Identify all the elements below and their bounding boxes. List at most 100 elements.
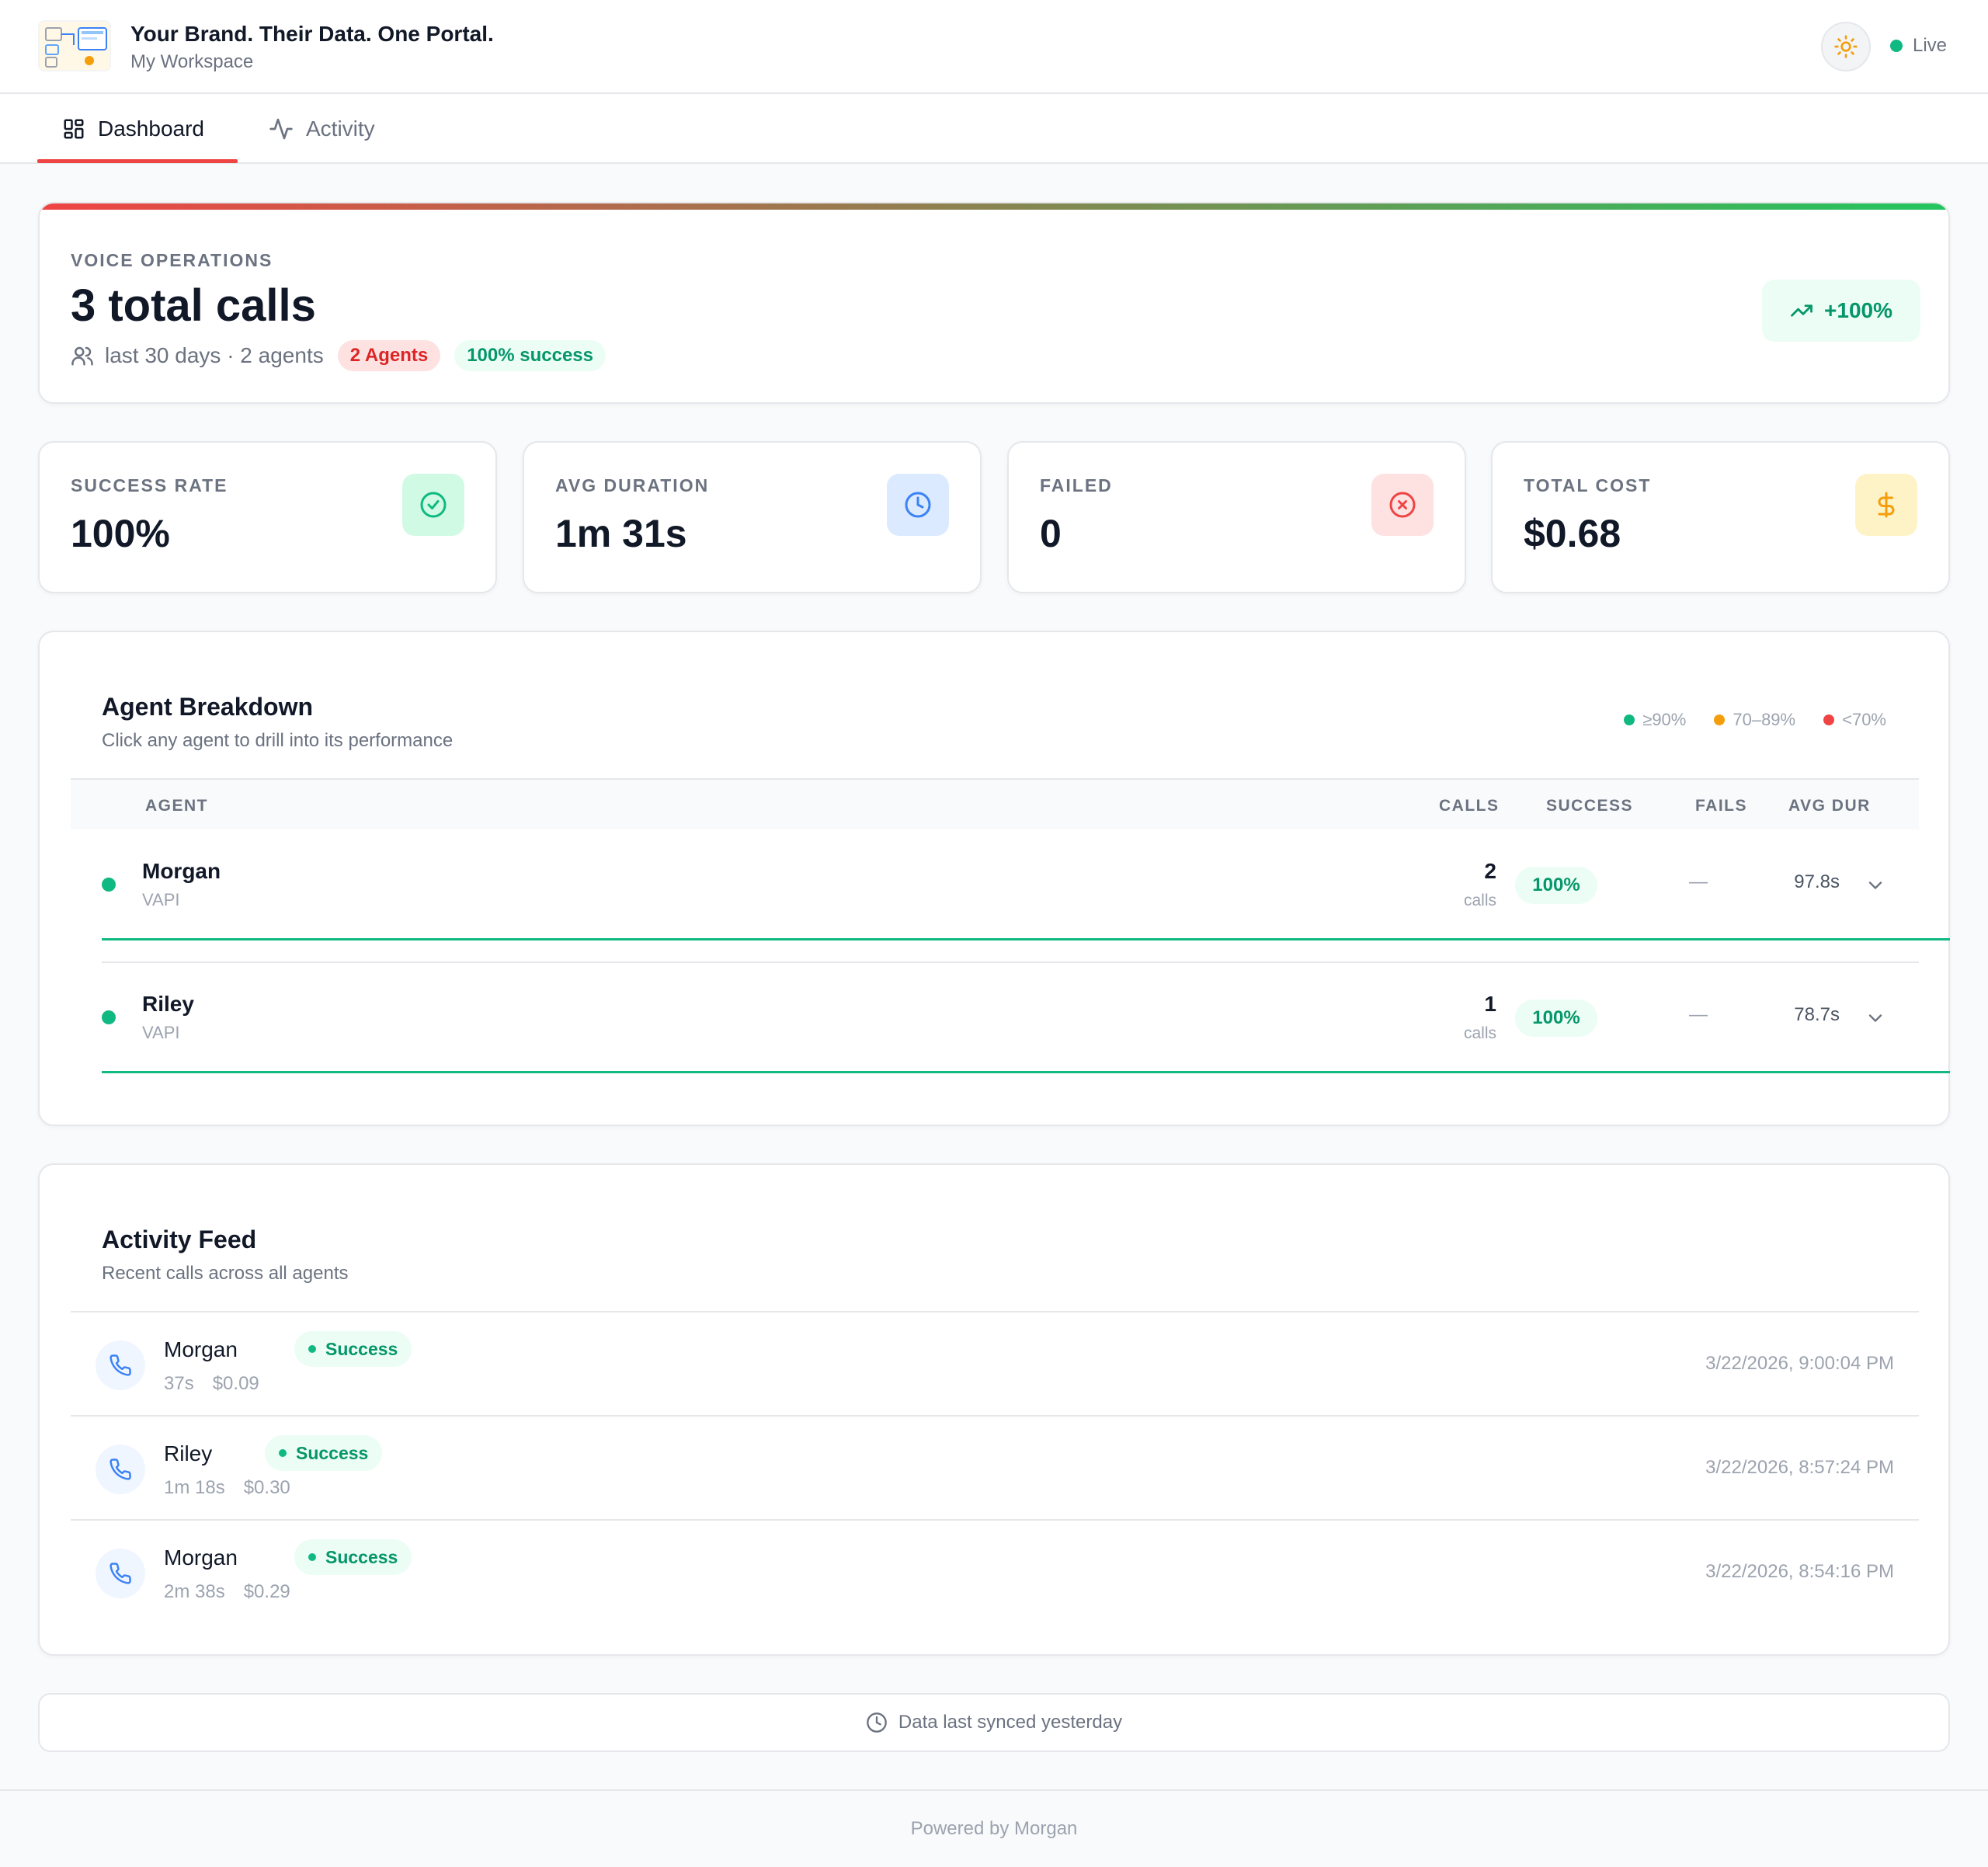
agent-calls-label: calls	[1463, 1024, 1496, 1042]
col-fails: FAILS	[1695, 797, 1748, 815]
app-header: Your Brand. Their Data. One Portal. My W…	[0, 0, 1988, 94]
activity-icon	[269, 118, 293, 140]
agent-breakdown-title: Agent Breakdown	[102, 693, 314, 721]
agent-breakdown-subtitle: Click any agent to drill into its perfor…	[102, 730, 454, 751]
agent-fails: —	[1689, 1004, 1708, 1025]
brand-title: Your Brand. Their Data. One Portal.	[130, 22, 494, 46]
agent-vendor: VAPI	[142, 890, 180, 909]
feed-meta: 2m 38s $0.29	[164, 1581, 290, 1602]
agent-status-dot	[102, 878, 116, 892]
feed-agent-name: Morgan	[164, 1337, 238, 1361]
row-divider	[102, 961, 1919, 963]
feed-meta: 37s $0.09	[164, 1373, 259, 1394]
clock-icon	[887, 474, 949, 536]
agents-badge: 2 Agents	[337, 340, 441, 371]
x-circle-icon	[1371, 474, 1434, 536]
success-badge: 100% success	[454, 340, 606, 371]
success-legend: ≥90% 70–89% <70%	[1596, 710, 1886, 730]
sun-icon	[1834, 35, 1858, 58]
stat-value: 1m 31s	[555, 512, 687, 555]
agent-vendor: VAPI	[142, 1023, 180, 1042]
agent-avg-duration: 97.8s	[1794, 871, 1840, 892]
feed-item[interactable]: Morgan Success 2m 38s $0.29 3/22/2026, 8:…	[71, 1519, 1919, 1623]
activity-feed-card: Activity Feed Recent calls across all ag…	[38, 1163, 1950, 1656]
col-avg-dur: AVG DUR	[1788, 797, 1871, 815]
hero-meta: last 30 days · 2 agents 2 Agents 100% su…	[71, 340, 606, 371]
live-status-dot	[1890, 40, 1903, 52]
agent-row-morgan[interactable]: Morgan VAPI 2 calls 100% — 97.8s	[40, 831, 1950, 963]
stat-value: 0	[1040, 512, 1062, 555]
agent-name: Riley	[142, 992, 194, 1016]
sync-status-text: Data last synced yesterday	[898, 1712, 1123, 1733]
col-success: SUCCESS	[1546, 797, 1634, 815]
activity-feed-subtitle: Recent calls across all agents	[102, 1263, 349, 1284]
stat-card-success-rate: SUCCESS RATE 100%	[38, 441, 497, 593]
legend-mid: 70–89%	[1714, 710, 1795, 730]
users-icon	[71, 346, 93, 366]
agent-breakdown-card: Agent Breakdown Click any agent to drill…	[38, 631, 1950, 1126]
agent-row-riley[interactable]: Riley VAPI 1 calls 100% — 78.7s	[40, 964, 1950, 1096]
grid-icon	[64, 119, 84, 139]
live-status-label: Live	[1913, 35, 1948, 56]
legend-low: <70%	[1823, 710, 1886, 730]
stat-label: AVG DURATION	[555, 475, 710, 495]
agent-success-badge: 100%	[1515, 1000, 1597, 1037]
feed-timestamp: 3/22/2026, 9:00:04 PM	[1705, 1353, 1894, 1374]
clock-icon	[867, 1712, 887, 1733]
agent-avg-duration: 78.7s	[1794, 1004, 1840, 1025]
stat-label: FAILED	[1040, 475, 1113, 495]
phone-icon	[96, 1549, 145, 1598]
theme-toggle-button[interactable]	[1821, 22, 1871, 71]
powered-by-text: Powered by Morgan	[910, 1818, 1078, 1839]
stat-card-failed: FAILED 0	[1007, 441, 1466, 593]
phone-icon	[96, 1340, 145, 1390]
total-calls-title: 3 total calls	[71, 280, 316, 331]
agent-success-bar	[102, 938, 1950, 940]
chevron-down-icon[interactable]	[1865, 1007, 1886, 1029]
feed-meta: 1m 18s $0.30	[164, 1477, 290, 1498]
feed-item[interactable]: Morgan Success 37s $0.09 3/22/2026, 9:00:…	[71, 1311, 1919, 1415]
agent-success-bar	[102, 1071, 1950, 1073]
tab-dashboard-label: Dashboard	[98, 116, 204, 141]
agent-calls-label: calls	[1463, 892, 1496, 909]
trending-up-icon	[1791, 304, 1812, 317]
chevron-down-icon[interactable]	[1865, 874, 1886, 896]
stat-card-total-cost: TOTAL COST $0.68	[1491, 441, 1950, 593]
agent-calls: 2	[1484, 859, 1496, 883]
col-agent: AGENT	[145, 797, 208, 815]
stat-value: 100%	[71, 512, 170, 555]
trend-value: +100%	[1824, 298, 1892, 322]
agent-status-dot	[102, 1010, 116, 1024]
feed-status-badge: Success	[294, 1331, 412, 1367]
hero-accent-bar	[40, 203, 1948, 210]
feed-timestamp: 3/22/2026, 8:57:24 PM	[1705, 1457, 1894, 1478]
check-circle-icon	[402, 474, 464, 536]
dollar-icon	[1855, 474, 1917, 536]
feed-agent-name: Morgan	[164, 1545, 238, 1570]
stat-card-avg-duration: AVG DURATION 1m 31s	[523, 441, 982, 593]
agent-table-header: AGENT CALLS SUCCESS FAILS AVG DUR	[71, 778, 1919, 829]
activity-feed-title: Activity Feed	[102, 1226, 257, 1253]
stat-value: $0.68	[1524, 512, 1621, 555]
stat-label: SUCCESS RATE	[71, 475, 228, 495]
agent-name: Morgan	[142, 859, 221, 883]
tab-activity-label: Activity	[306, 116, 375, 141]
feed-agent-name: Riley	[164, 1441, 213, 1465]
feed-status-badge: Success	[265, 1435, 383, 1471]
feed-status-badge: Success	[294, 1539, 412, 1575]
brand-logo	[38, 20, 111, 71]
feed-timestamp: 3/22/2026, 8:54:16 PM	[1705, 1561, 1894, 1582]
active-tab-indicator	[37, 159, 238, 163]
sync-status-bar: Data last synced yesterday	[38, 1693, 1950, 1752]
feed-item[interactable]: Riley Success 1m 18s $0.30 3/22/2026, 8:5…	[71, 1415, 1919, 1519]
legend-high: ≥90%	[1624, 710, 1686, 730]
agent-fails: —	[1689, 871, 1708, 892]
hero-meta-text: last 30 days · 2 agents	[105, 343, 324, 367]
col-calls: CALLS	[1439, 797, 1500, 815]
tab-bar: Dashboard Activity	[0, 94, 1988, 164]
stat-label: TOTAL COST	[1524, 475, 1652, 495]
tab-activity[interactable]: Activity	[269, 94, 375, 164]
agent-calls: 1	[1484, 992, 1496, 1016]
agent-success-badge: 100%	[1515, 867, 1597, 904]
tab-dashboard[interactable]: Dashboard	[62, 94, 204, 164]
